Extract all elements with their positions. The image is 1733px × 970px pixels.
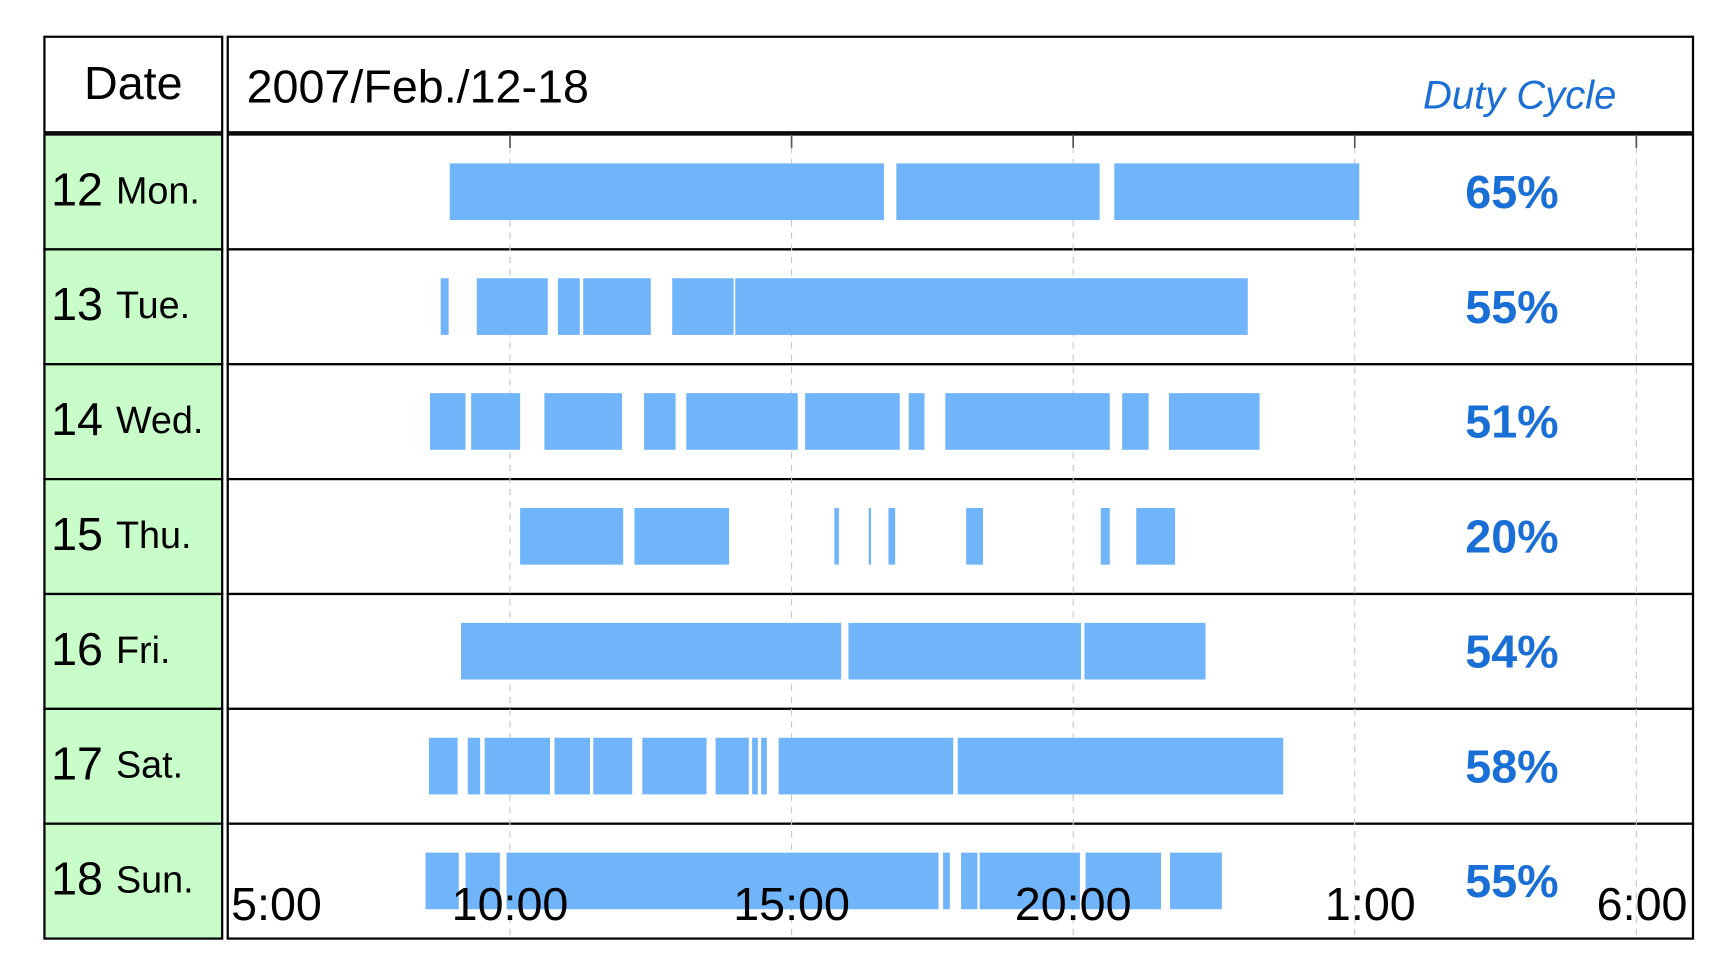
active-bar [465, 852, 500, 910]
day-label: 18 Sun. [51, 853, 194, 905]
day-label: 15 Thu. [51, 508, 191, 560]
row-cell [226, 478, 1695, 596]
x-tick-label: 1:00 [1325, 878, 1416, 930]
active-bar [1114, 163, 1360, 221]
active-bar [966, 507, 984, 565]
active-bar [957, 737, 1284, 795]
active-bar [430, 393, 466, 450]
duty-cycle-label: 55% [1465, 855, 1558, 907]
active-bar [961, 852, 978, 910]
duty-cycle-label: 20% [1465, 511, 1558, 563]
weekday: Sat. [116, 745, 183, 787]
active-bar [593, 737, 633, 795]
date-number: 12 [51, 164, 103, 216]
date-header: Date [84, 57, 183, 109]
weekday: Thu. [116, 515, 192, 557]
duty-cycle-label: 65% [1465, 166, 1558, 218]
active-bar [1170, 852, 1222, 910]
active-bar [686, 393, 798, 450]
active-bar [484, 737, 550, 795]
active-bar [1136, 507, 1176, 565]
duty-cycle-label: 51% [1465, 396, 1558, 448]
day-label: 17 Sat. [51, 738, 183, 790]
active-bar [1100, 507, 1110, 565]
date-number: 17 [51, 738, 103, 790]
day-cell [43, 822, 224, 940]
active-bar [735, 278, 1248, 335]
active-bar [1122, 393, 1149, 450]
x-tick-label: 6:00 [1597, 878, 1688, 930]
duty-cycle-label: 58% [1465, 740, 1558, 792]
active-bar [943, 852, 950, 910]
active-bar [1084, 622, 1206, 680]
active-bar [425, 852, 459, 910]
weekday: Fri. [116, 630, 171, 672]
active-bar [520, 507, 624, 565]
active-bar [834, 507, 839, 565]
active-bar [644, 393, 676, 450]
active-bar [896, 163, 1100, 221]
weekday: Tue. [116, 285, 190, 327]
weekday: Wed. [116, 400, 203, 442]
duty-cycle-label: 54% [1465, 625, 1558, 677]
active-bar [672, 278, 734, 335]
duty-cycle-title: Duty Cycle [1423, 73, 1616, 117]
active-bar [778, 737, 954, 795]
weekday: Sun. [116, 860, 194, 902]
active-bar [848, 622, 1082, 680]
active-bar [506, 852, 939, 910]
active-bar [868, 507, 871, 565]
day-label: 16 Fri. [51, 623, 170, 675]
active-bar [544, 393, 623, 450]
day-label: 13 Tue. [51, 279, 190, 331]
x-tick-label: 20:00 [1015, 878, 1132, 930]
active-bar [715, 737, 749, 795]
active-bar [460, 622, 842, 680]
active-bar [583, 278, 651, 335]
active-bar [642, 737, 707, 795]
duty-cycle-label: 55% [1465, 281, 1558, 333]
day-cell [43, 133, 224, 251]
weekday: Mon. [116, 170, 200, 212]
active-bar [752, 737, 758, 795]
date-number: 16 [51, 623, 103, 675]
active-bar [979, 852, 1080, 910]
chart-title: 2007/Feb./12-18 [247, 60, 589, 112]
date-number: 13 [51, 279, 103, 331]
active-bar [1168, 393, 1260, 450]
date-number: 14 [51, 393, 103, 445]
day-cell [43, 592, 224, 710]
x-tick-label: 15:00 [733, 878, 850, 930]
active-bar [634, 507, 730, 565]
date-number: 15 [51, 508, 103, 560]
active-bar [428, 737, 458, 795]
day-label: 12 Mon. [51, 164, 200, 216]
active-bar [554, 737, 590, 795]
active-bar [908, 393, 925, 450]
active-bar [945, 393, 1110, 450]
x-tick-label: 5:00 [231, 878, 322, 930]
active-bar [476, 278, 548, 335]
day-label: 14 Wed. [51, 393, 203, 445]
x-tick-label: 10:00 [452, 878, 569, 930]
active-bar [467, 737, 481, 795]
title-cell [226, 35, 1695, 134]
active-bar [1085, 852, 1162, 910]
active-bar [888, 507, 896, 565]
date-header-cell [43, 35, 224, 134]
active-bar [471, 393, 521, 450]
active-bar [440, 278, 449, 335]
active-bar [557, 278, 580, 335]
active-bar [761, 737, 767, 795]
date-number: 18 [51, 853, 103, 905]
active-bar [449, 163, 884, 221]
active-bar [805, 393, 900, 450]
